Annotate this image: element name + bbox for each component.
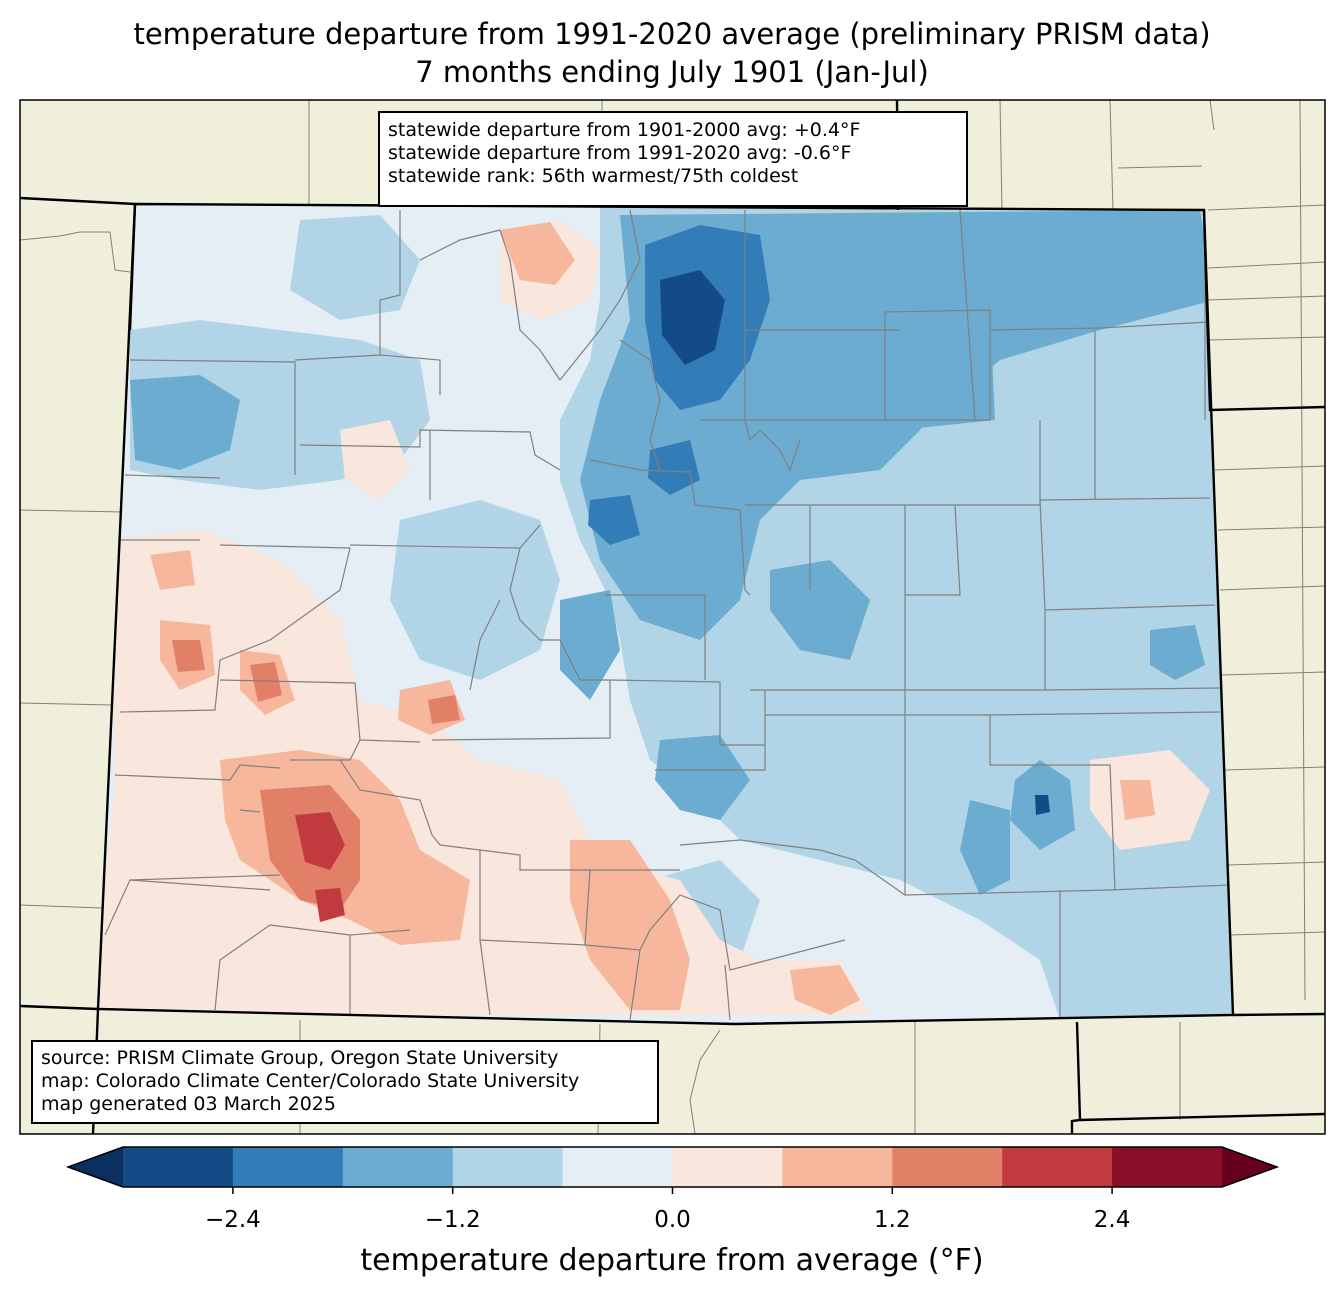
colorbar-tick-label: 1.2: [874, 1207, 911, 1233]
colorbar-bin-5: [672, 1147, 783, 1187]
source-line: source: PRISM Climate Group, Oregon Stat…: [41, 1047, 559, 1069]
field-band-red: [295, 812, 345, 922]
colorbar-extend-high: [1222, 1147, 1277, 1187]
stats-line-rank: statewide rank: 56th warmest/75th coldes…: [388, 165, 799, 187]
statewide-stats-box: statewide departure from 1901-2000 avg: …: [378, 111, 968, 207]
colorbar-bin-6: [782, 1147, 893, 1187]
source-attribution-box: source: PRISM Climate Group, Oregon Stat…: [31, 1040, 659, 1124]
colorbar-outline: [65, 1146, 1280, 1188]
colorbar-bin-3: [452, 1147, 564, 1187]
colorbar: [65, 1146, 1280, 1194]
map-credit-line: map: Colorado Climate Center/Colorado St…: [41, 1070, 580, 1092]
colorbar-tick-label: −1.2: [424, 1207, 481, 1233]
temperature-departure-field: [98, 204, 1233, 1024]
colorbar-bin-0: [123, 1147, 234, 1187]
colorbar-label: temperature departure from average (°F): [360, 1243, 984, 1278]
stats-line-1901-2000: statewide departure from 1901-2000 avg: …: [388, 119, 861, 141]
colorbar-bin-7: [892, 1147, 1003, 1187]
map-title: temperature departure from 1991-2020 ave…: [133, 17, 1211, 51]
colorado-border: [96, 202, 1235, 1026]
field-band-darkest-blue: [660, 270, 1050, 815]
generated-date-line: map generated 03 March 2025: [41, 1093, 336, 1115]
colorbar-extend-low: [68, 1147, 123, 1187]
colorbar-bin-9: [1112, 1147, 1223, 1187]
colorbar-bin-8: [1002, 1147, 1113, 1187]
colorbar-tick-label: 2.4: [1093, 1207, 1131, 1233]
map-frame: [19, 99, 1326, 1135]
colorbar-bin-1: [232, 1147, 344, 1187]
colorbar-tick-label: −2.4: [204, 1207, 261, 1233]
colorbar-bin-2: [342, 1147, 454, 1187]
colorbar-tick-label: 0.0: [654, 1207, 691, 1233]
neighbor-county-lines: [19, 99, 1326, 1135]
map-subtitle: 7 months ending July 1901 (Jan-Jul): [415, 55, 929, 89]
county-lines: [104, 209, 1231, 1021]
colorbar-bin-4: [562, 1147, 673, 1187]
stats-line-1991-2020: statewide departure from 1991-2020 avg: …: [388, 142, 852, 164]
